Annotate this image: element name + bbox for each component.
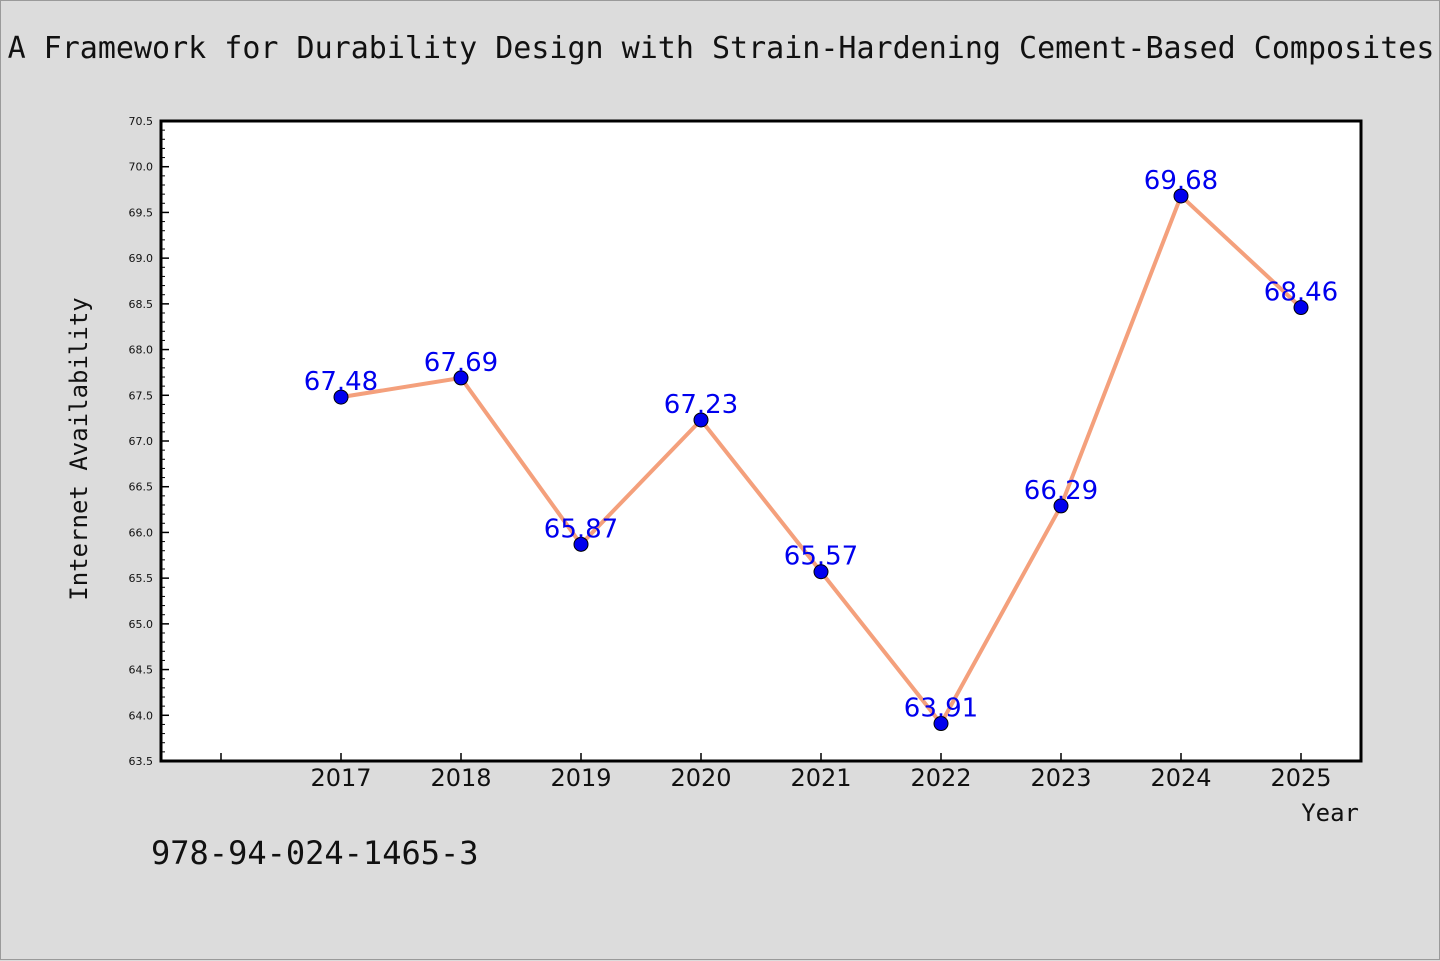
y-tick-label: 67.5 <box>129 389 154 402</box>
y-tick-label: 68.0 <box>129 344 154 357</box>
data-point <box>1173 188 1189 204</box>
x-tick-label: 2018 <box>430 764 491 792</box>
x-tick-label: 2022 <box>910 764 971 792</box>
data-label: 66.29 <box>1024 476 1098 506</box>
x-tick-label: 2020 <box>670 764 731 792</box>
data-label: 67.69 <box>424 348 498 378</box>
data-point <box>453 370 469 386</box>
data-point <box>1053 498 1069 514</box>
data-label: 65.87 <box>544 514 618 544</box>
isbn-text: 978-94-024-1465-3 <box>151 834 479 872</box>
data-labels-group: 67.48 67.69 65.87 67.23 65.57 63.91 66.29 69.68… <box>304 166 1338 724</box>
x-tick-label: 2021 <box>790 764 851 792</box>
data-point <box>933 716 949 732</box>
plot-area <box>159 119 1363 763</box>
y-tick-label: 66.5 <box>129 481 154 494</box>
data-label: 67.23 <box>664 390 738 420</box>
x-axis-ticks: 2017 2018 2019 2020 2021 2022 2023 2024 2025 <box>220 753 1332 792</box>
y-axis-label: Internet Availability <box>65 297 93 600</box>
y-tick-label: 65.0 <box>129 618 154 631</box>
data-points-group <box>333 188 1309 732</box>
data-label: 63.91 <box>904 694 978 724</box>
data-label: 68.46 <box>1264 278 1338 308</box>
data-label: 65.57 <box>784 542 858 572</box>
data-label: 67.48 <box>304 367 378 397</box>
y-tick-label: 63.5 <box>129 755 154 768</box>
y-tick-label: 70.0 <box>129 161 154 174</box>
y-tick-label: 64.5 <box>129 664 154 677</box>
data-point <box>1293 300 1309 316</box>
y-tick-label: 67.0 <box>129 435 154 448</box>
y-tick-label: 68.5 <box>129 298 154 311</box>
x-axis-label: Year <box>1301 799 1359 827</box>
data-point <box>573 536 589 552</box>
data-point <box>813 564 829 580</box>
data-point <box>693 412 709 428</box>
y-tick-label: 69.0 <box>129 252 154 265</box>
x-tick-label: 2019 <box>550 764 611 792</box>
chart-title: A Framework for Durability Design with S… <box>7 31 1435 66</box>
y-tick-label: 69.5 <box>129 206 154 219</box>
data-point <box>333 389 349 405</box>
data-label: 69.68 <box>1144 166 1218 196</box>
y-tick-label: 66.0 <box>129 526 154 539</box>
y-tick-label: 70.5 <box>129 115 154 128</box>
y-tick-label: 64.0 <box>129 709 154 722</box>
x-tick-label: 2025 <box>1270 764 1331 792</box>
y-axis-ticks: 63.5 64.0 64.5 65.0 65.5 66.0 66.5 67.0 67.5 68.0… <box>129 115 169 768</box>
x-tick-label: 2023 <box>1030 764 1091 792</box>
y-tick-label: 65.5 <box>129 572 154 585</box>
x-tick-label: 2024 <box>1150 764 1211 792</box>
x-tick-label: 2017 <box>310 764 371 792</box>
